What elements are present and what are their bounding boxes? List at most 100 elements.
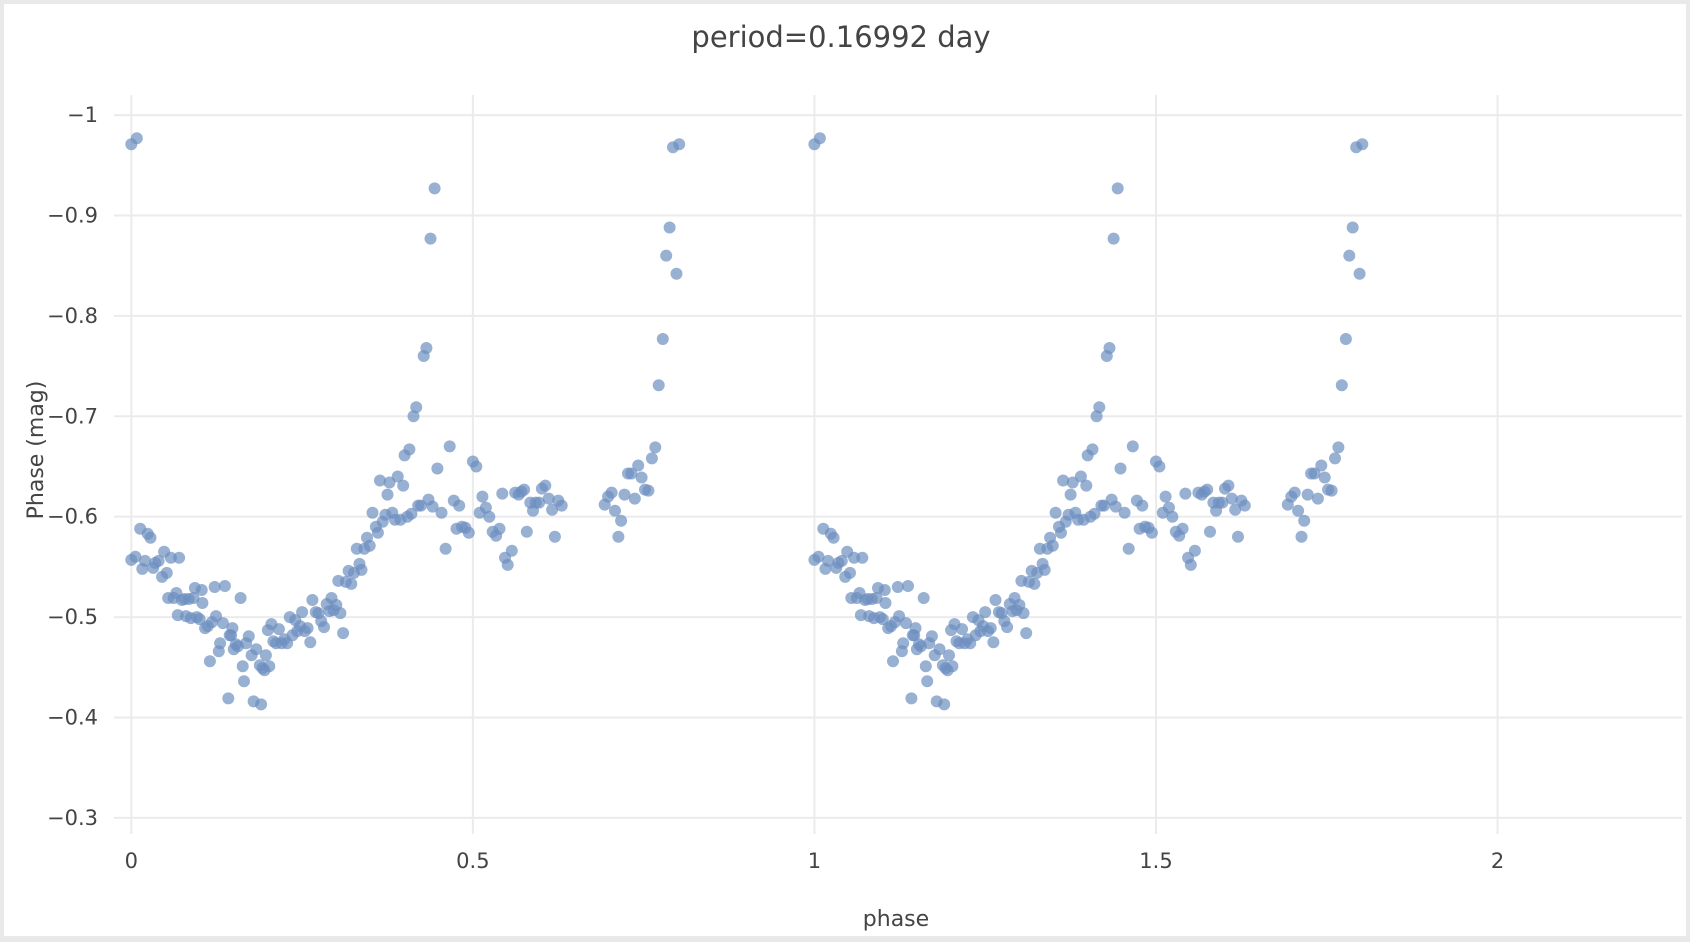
data-point — [1308, 467, 1321, 480]
data-point — [301, 622, 314, 635]
x-tick-label: 0 — [125, 849, 138, 873]
data-point — [318, 621, 330, 634]
data-point — [195, 584, 208, 596]
data-point — [410, 401, 423, 414]
data-point — [1298, 514, 1311, 527]
data-point — [1126, 440, 1139, 453]
data-point — [355, 563, 368, 576]
data-point — [649, 441, 662, 454]
data-point — [879, 597, 892, 609]
data-point — [306, 594, 319, 606]
data-point — [1225, 492, 1238, 505]
data-point — [1184, 558, 1197, 571]
data-point — [203, 655, 216, 668]
data-point — [1201, 483, 1214, 496]
data-point — [374, 474, 386, 487]
data-point — [403, 443, 416, 456]
data-point — [1332, 441, 1345, 454]
data-point — [542, 492, 555, 505]
data-point — [548, 530, 561, 543]
data-point — [1080, 479, 1093, 492]
data-point — [1343, 249, 1356, 262]
data-point — [1090, 410, 1103, 423]
data-point — [493, 522, 506, 535]
data-point — [443, 440, 456, 453]
data-point — [555, 499, 568, 512]
data-point — [193, 613, 206, 626]
data-point — [856, 551, 869, 564]
data-point — [462, 526, 475, 539]
data-point — [304, 636, 317, 649]
data-point — [642, 484, 655, 497]
data-point — [1055, 526, 1067, 539]
data-point — [1074, 470, 1087, 483]
data-point — [187, 592, 200, 604]
data-point — [1204, 525, 1216, 538]
y-tick-label: −0.7 — [47, 404, 98, 428]
data-point — [663, 221, 676, 234]
data-point — [1001, 621, 1014, 634]
data-point — [337, 627, 350, 640]
data-point — [925, 630, 938, 643]
data-point — [196, 597, 209, 609]
data-point — [546, 503, 559, 516]
data-point — [938, 698, 951, 711]
data-point — [505, 544, 518, 557]
data-point — [144, 531, 157, 544]
data-point — [943, 649, 955, 662]
data-point — [479, 501, 492, 514]
data-point — [870, 592, 883, 604]
data-point — [214, 637, 227, 650]
data-point — [1222, 479, 1235, 492]
data-point — [1216, 496, 1229, 509]
data-point — [1166, 510, 1179, 523]
y-tick-label: −0.6 — [47, 505, 98, 529]
data-point — [1315, 459, 1328, 472]
data-point — [1093, 401, 1106, 414]
data-point — [989, 594, 1002, 606]
data-point — [296, 606, 309, 619]
data-point — [1232, 530, 1244, 543]
data-point — [501, 558, 514, 571]
data-point — [987, 636, 1000, 649]
y-tick-label: −0.8 — [47, 304, 98, 328]
data-point — [1057, 474, 1070, 487]
data-point — [1318, 471, 1331, 484]
data-point — [1064, 488, 1077, 501]
data-point — [539, 479, 552, 492]
y-tick-label: −0.4 — [47, 705, 98, 729]
data-point — [424, 232, 437, 245]
data-point — [259, 649, 272, 662]
data-point — [518, 483, 531, 496]
grid-layer — [114, 95, 1682, 834]
data-point — [1179, 487, 1192, 500]
data-point — [334, 607, 347, 620]
data-point — [371, 526, 384, 539]
data-point — [164, 551, 177, 564]
chart-title: period=0.16992 day — [691, 20, 991, 54]
data-point — [917, 592, 930, 604]
x-tick-label: 1.5 — [1139, 849, 1172, 873]
data-point — [635, 471, 648, 484]
data-point — [1353, 267, 1366, 280]
data-point — [1329, 452, 1341, 465]
data-point — [1028, 577, 1041, 590]
data-point — [1292, 504, 1305, 517]
data-point — [844, 566, 856, 579]
data-point — [520, 525, 533, 538]
data-point — [236, 660, 249, 673]
data-point — [1111, 182, 1124, 195]
data-point — [160, 566, 173, 579]
data-point — [905, 692, 918, 705]
data-point — [363, 539, 376, 552]
y-tick-label: −0.3 — [47, 806, 98, 830]
x-tick-label: 1 — [808, 849, 821, 873]
data-point — [1288, 486, 1301, 499]
data-point-layer — [125, 132, 1369, 711]
data-point — [1046, 539, 1059, 552]
data-point — [615, 514, 628, 527]
data-point — [632, 459, 645, 472]
data-point — [250, 643, 263, 656]
data-point — [428, 182, 441, 195]
